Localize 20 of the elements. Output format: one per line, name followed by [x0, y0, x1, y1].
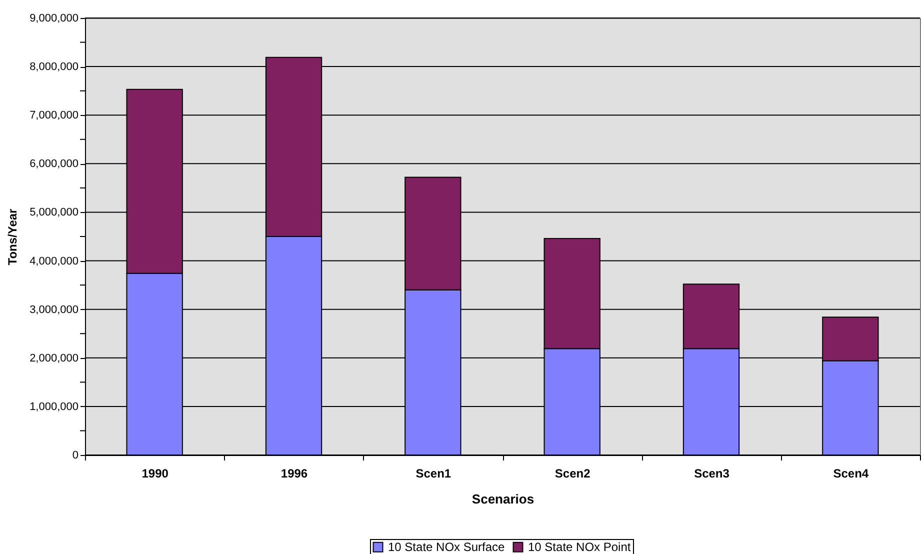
y-tick-label: 9,000,000: [30, 12, 78, 24]
y-tick-label: 8,000,000: [30, 61, 78, 74]
y-tick-label: 2,000,000: [30, 352, 78, 364]
y-tick-label: 5,000,000: [30, 206, 78, 219]
y-tick-label: 4,000,000: [30, 255, 78, 268]
legend-label: 10 State NOx Point: [528, 540, 632, 554]
y-tick-label: 0: [72, 450, 78, 462]
x-tick-label: Scen3: [694, 466, 730, 480]
x-tick-label: Scen2: [554, 466, 591, 480]
x-tick-label: 1996: [280, 466, 308, 480]
y-tick-label: 6,000,000: [30, 158, 78, 170]
y-axis-title: Tons/Year: [6, 208, 20, 266]
legend-label: 10 State NOx Surface: [388, 540, 506, 554]
y-tick-label: 7,000,000: [30, 110, 78, 122]
x-axis-title: Scenarios: [472, 492, 534, 506]
y-tick-label: 1,000,000: [30, 400, 78, 413]
x-tick-label: Scen1: [416, 466, 452, 480]
x-tick-label: Scen4: [833, 466, 869, 480]
y-tick-label: 3,000,000: [30, 304, 78, 316]
x-tick-label: 1990: [142, 466, 169, 480]
